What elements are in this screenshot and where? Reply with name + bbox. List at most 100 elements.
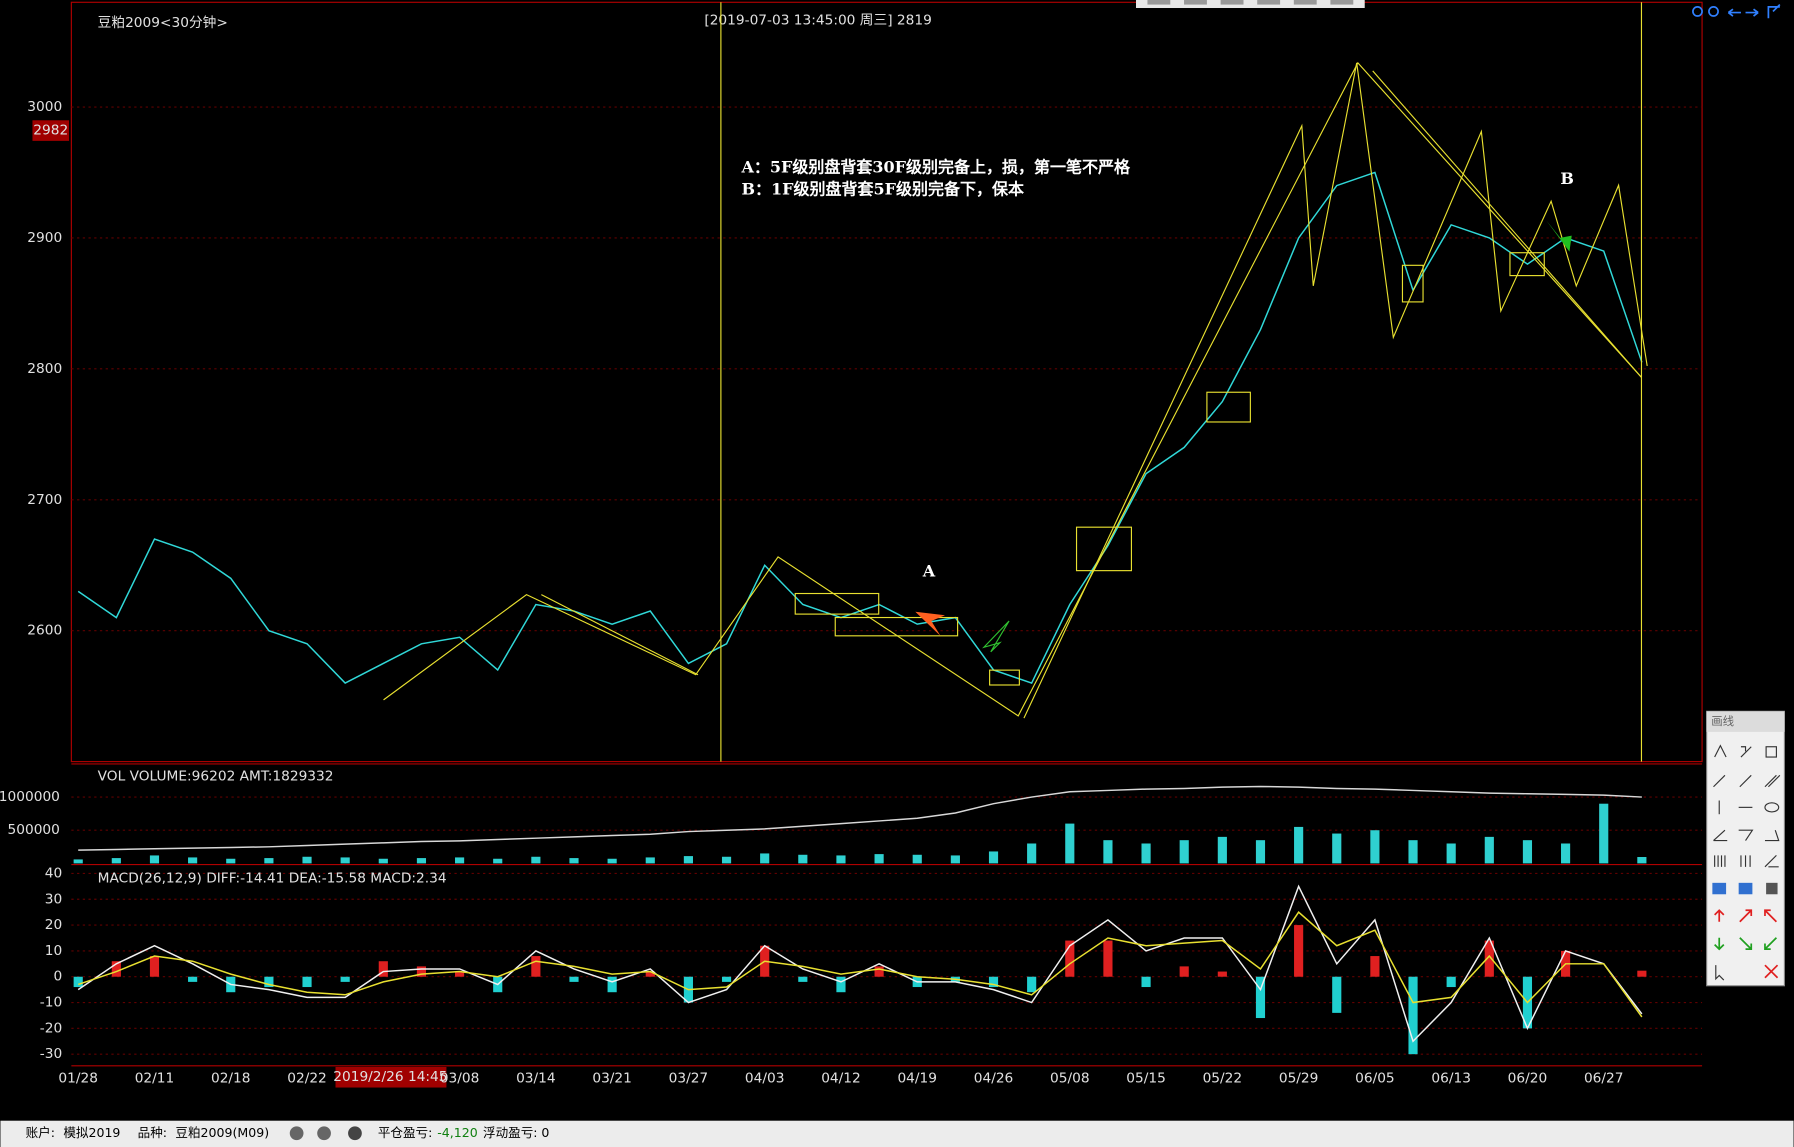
zoom-in[interactable]	[1692, 6, 1703, 17]
x-tick-label: 06/05	[1355, 1070, 1395, 1086]
tool-button[interactable]	[1330, 0, 1354, 5]
tool-chart[interactable]	[1766, 882, 1778, 895]
bar	[683, 856, 693, 864]
bar	[455, 857, 465, 864]
tool-ray[interactable]	[1739, 774, 1752, 788]
scroll-right[interactable]	[1745, 8, 1759, 17]
tool-up-right[interactable]	[1739, 909, 1753, 923]
y-tick-label: 0	[53, 969, 62, 985]
tool-rect[interactable]	[1765, 746, 1777, 758]
bar	[1141, 843, 1151, 864]
bar	[569, 976, 579, 982]
tool-arrow[interactable]	[1740, 746, 1752, 758]
restore[interactable]	[1767, 3, 1781, 19]
x-tick-label: 03/27	[669, 1070, 709, 1086]
bar	[493, 858, 503, 864]
bar	[1179, 966, 1189, 977]
status-label: 品种:	[138, 1125, 167, 1140]
tool-delete[interactable]	[1764, 964, 1779, 979]
y-tick-label: 30	[45, 891, 62, 907]
tool-button[interactable]	[1293, 0, 1317, 5]
bar	[988, 851, 999, 864]
plus-button[interactable]	[317, 1126, 331, 1141]
bar	[149, 956, 160, 977]
x-tick-label: 04/26	[974, 1070, 1014, 1086]
bar	[607, 858, 617, 864]
tool-note[interactable]	[1738, 882, 1753, 895]
tool-down[interactable]	[1714, 937, 1725, 951]
minus-button[interactable]	[289, 1126, 304, 1141]
tool-speed[interactable]	[1764, 854, 1779, 868]
bar	[188, 976, 198, 982]
bar	[645, 857, 655, 864]
bar	[1446, 976, 1456, 988]
tool-button[interactable]	[1184, 0, 1207, 5]
bar	[111, 961, 121, 977]
x-tick-label: 06/27	[1584, 1070, 1624, 1086]
bar	[455, 971, 465, 977]
scroll-left[interactable]	[1727, 8, 1741, 17]
zoom-out[interactable]	[1708, 6, 1719, 17]
y-tick-label: 40	[45, 865, 62, 881]
x-tick-label: 04/19	[897, 1070, 937, 1086]
bar	[264, 976, 274, 988]
tool-gann[interactable]	[1764, 830, 1780, 842]
y-tick-label: 2900	[27, 230, 62, 246]
tool-angle[interactable]	[1713, 829, 1728, 842]
user-button[interactable]	[348, 1126, 362, 1141]
y-tick-label: 2600	[27, 623, 62, 639]
bar	[645, 971, 655, 977]
tool-down-right[interactable]	[1739, 937, 1753, 951]
tool-text[interactable]	[1714, 744, 1727, 758]
crosshair-x-box	[335, 1066, 447, 1088]
bar	[874, 854, 884, 864]
bar	[1522, 840, 1533, 864]
tool-cycle[interactable]	[1714, 855, 1726, 867]
annotation: B	[1560, 169, 1574, 188]
tool-fan[interactable]	[1738, 829, 1754, 841]
bar	[1370, 956, 1380, 977]
tool-button[interactable]	[1147, 0, 1171, 5]
bar	[416, 966, 427, 977]
bar	[1255, 840, 1266, 864]
account-select[interactable]: 模拟2019	[63, 1125, 120, 1140]
crosshair-y-box	[32, 120, 70, 141]
tool-up[interactable]	[1714, 909, 1725, 922]
bar	[569, 858, 579, 864]
floating-pnl: 0	[541, 1125, 549, 1140]
x-tick-label: 04/03	[745, 1070, 785, 1086]
tool-parallel[interactable]	[1764, 774, 1781, 788]
x-tick-label: 02/11	[135, 1070, 175, 1086]
crosshair-y-label: 2982	[33, 123, 68, 139]
crosshair-x-label: 2019/2/26 14:45	[333, 1069, 447, 1085]
bar	[531, 856, 541, 864]
tool-segment[interactable]	[1713, 774, 1726, 788]
tool-up-left[interactable]	[1764, 909, 1778, 923]
status-label: 平仓盈亏:	[378, 1125, 432, 1140]
bar	[1332, 976, 1342, 1013]
x-tick-label: 06/13	[1431, 1070, 1471, 1086]
bar	[1027, 843, 1037, 864]
tool-button[interactable]	[1257, 0, 1281, 5]
tool-flag[interactable]	[1712, 882, 1727, 895]
bar	[188, 857, 198, 864]
bar	[836, 855, 846, 864]
product-select[interactable]: 豆粕2009(M09)	[175, 1125, 269, 1140]
bar	[1637, 857, 1647, 864]
bar	[378, 961, 388, 977]
tool-button[interactable]	[1220, 0, 1244, 5]
bar	[1217, 971, 1227, 977]
tool-ellipse[interactable]	[1764, 802, 1780, 813]
tool-down-left[interactable]	[1764, 937, 1778, 951]
y-tick-label: 2700	[27, 492, 62, 508]
tool-fib-time[interactable]	[1740, 855, 1751, 867]
bar	[1294, 826, 1304, 864]
bar	[798, 976, 808, 982]
bar	[531, 956, 541, 977]
bar	[874, 966, 884, 977]
tool-select[interactable]	[1715, 965, 1725, 981]
bar	[1408, 976, 1418, 1055]
x-tick-label: 01/28	[58, 1070, 98, 1086]
